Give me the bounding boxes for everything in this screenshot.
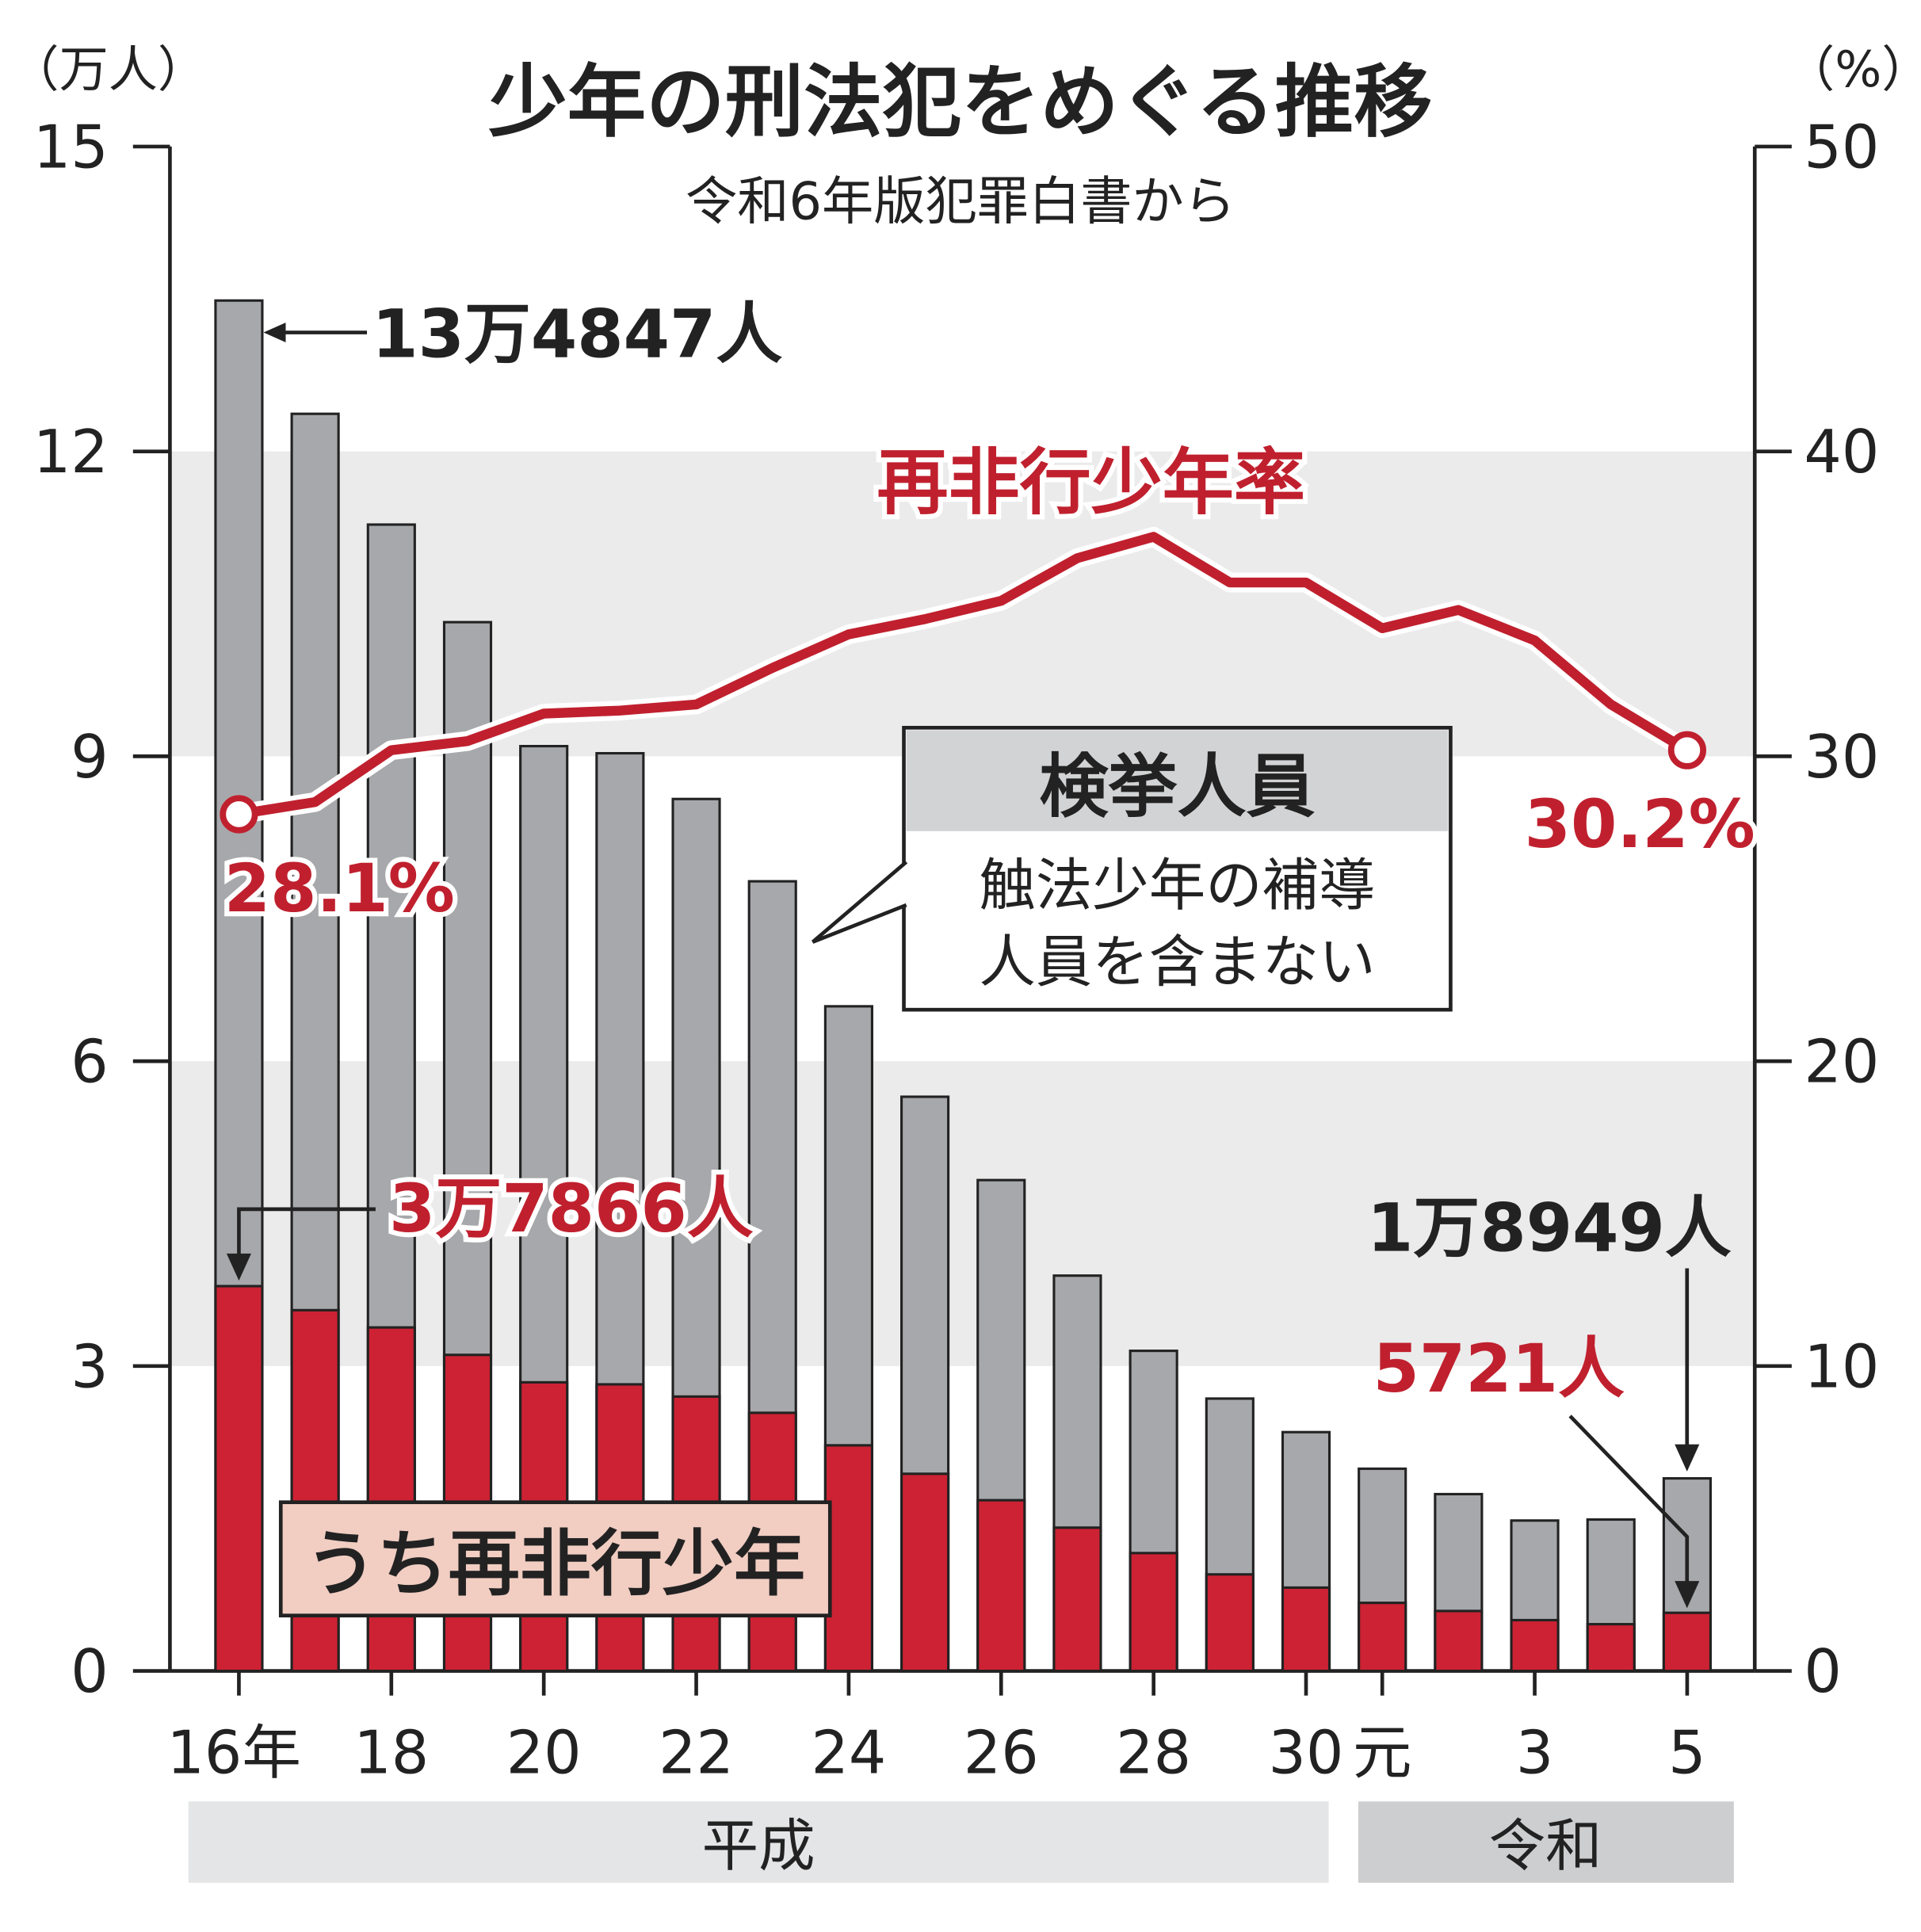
rate-point bbox=[220, 795, 258, 834]
era-heisei-label: 平成 bbox=[702, 1813, 815, 1879]
legend-rate-label: 再非行少年率 bbox=[876, 441, 1305, 525]
y-left-tick-label: 0 bbox=[71, 1637, 108, 1706]
bar-repeat bbox=[1358, 1602, 1407, 1673]
x-tick-label: 18 bbox=[353, 1719, 429, 1788]
annotation-repeat-first: 3万7866人 bbox=[226, 1165, 758, 1281]
y-left-label: （万人） bbox=[10, 40, 207, 98]
y-right-tick-label: 10 bbox=[1804, 1332, 1879, 1401]
annotation-total-last: 1万8949人 bbox=[1367, 1189, 1732, 1472]
x-tick-label: 30 bbox=[1269, 1719, 1344, 1788]
grid-band bbox=[170, 1061, 1755, 1366]
x-tick-label: 5 bbox=[1668, 1719, 1705, 1788]
bar-repeat bbox=[976, 1499, 1026, 1673]
legend-repeat-label: うち再非行少年 bbox=[305, 1522, 805, 1606]
legend-repeat: うち再非行少年 bbox=[278, 1500, 832, 1617]
annotation-total-first: 13万4847人 bbox=[263, 296, 782, 373]
bar-repeat bbox=[1052, 1526, 1102, 1673]
y-right-tick-label: 40 bbox=[1804, 418, 1879, 487]
x-tick-label: 24 bbox=[811, 1719, 886, 1788]
bar-repeat bbox=[1205, 1573, 1255, 1673]
y-right-tick-label: 20 bbox=[1804, 1028, 1879, 1097]
legend-total: 検挙人員 触法少年の補導人員を含まない bbox=[812, 725, 1453, 1012]
x-tick-label: 16年 bbox=[166, 1719, 300, 1788]
annotation-repeat-last: 5721人 bbox=[1373, 1330, 1700, 1609]
y-right-tick-label: 0 bbox=[1804, 1637, 1841, 1706]
y-left-tick-label: 12 bbox=[33, 418, 109, 487]
y-left-tick-label: 9 bbox=[71, 723, 108, 792]
y-right-tick-label: 30 bbox=[1804, 723, 1879, 792]
svg-text:13万4847人: 13万4847人 bbox=[372, 296, 782, 373]
era-reiwa-label: 令和 bbox=[1489, 1813, 1602, 1879]
bar-repeat bbox=[1510, 1618, 1560, 1673]
legend-total-label: 検挙人員 bbox=[1039, 746, 1315, 827]
chart-subtitle: 令和6年版犯罪白書から bbox=[686, 172, 1235, 232]
annotation-rate-first: 28.1% bbox=[224, 850, 455, 927]
rate-point bbox=[1667, 731, 1707, 769]
era-heisei-band bbox=[188, 1801, 1329, 1883]
y-left-tick-label: 6 bbox=[71, 1028, 108, 1097]
y-left-tick-label: 15 bbox=[33, 113, 109, 181]
x-tick-label: 元 bbox=[1353, 1719, 1412, 1788]
svg-text:3万7866人: 3万7866人 bbox=[389, 1170, 754, 1247]
x-tick-label: 20 bbox=[506, 1719, 582, 1788]
x-tick-label: 28 bbox=[1116, 1719, 1191, 1788]
y-left-tick-label: 3 bbox=[71, 1332, 108, 1401]
y-right-tick-label: 50 bbox=[1804, 113, 1879, 181]
x-tick-label: 3 bbox=[1516, 1719, 1553, 1788]
bar-repeat bbox=[823, 1444, 873, 1673]
bar-repeat bbox=[1662, 1611, 1713, 1673]
bar-repeat bbox=[900, 1472, 950, 1673]
bar-repeat bbox=[1129, 1552, 1178, 1673]
rate-line bbox=[238, 532, 1690, 819]
svg-text:5721人: 5721人 bbox=[1373, 1330, 1625, 1407]
y-right-label: （%） bbox=[1785, 40, 1921, 98]
annotation-rate-last: 30.2% bbox=[1525, 785, 1755, 863]
x-tick-label: 26 bbox=[964, 1719, 1039, 1788]
bar-repeat bbox=[1586, 1623, 1636, 1673]
bar-repeat bbox=[1281, 1586, 1331, 1673]
bar-repeat bbox=[1434, 1609, 1484, 1673]
chart-title: 少年の刑法犯をめぐる推移 bbox=[488, 57, 1432, 148]
era-reiwa-band bbox=[1358, 1801, 1734, 1883]
bar-repeat bbox=[366, 1326, 416, 1673]
svg-text:1万8949人: 1万8949人 bbox=[1367, 1189, 1732, 1267]
x-tick-label: 22 bbox=[659, 1719, 734, 1788]
legend-total-note: 触法少年の補導人員を含まない bbox=[979, 853, 1375, 995]
bar-repeat bbox=[214, 1285, 264, 1673]
